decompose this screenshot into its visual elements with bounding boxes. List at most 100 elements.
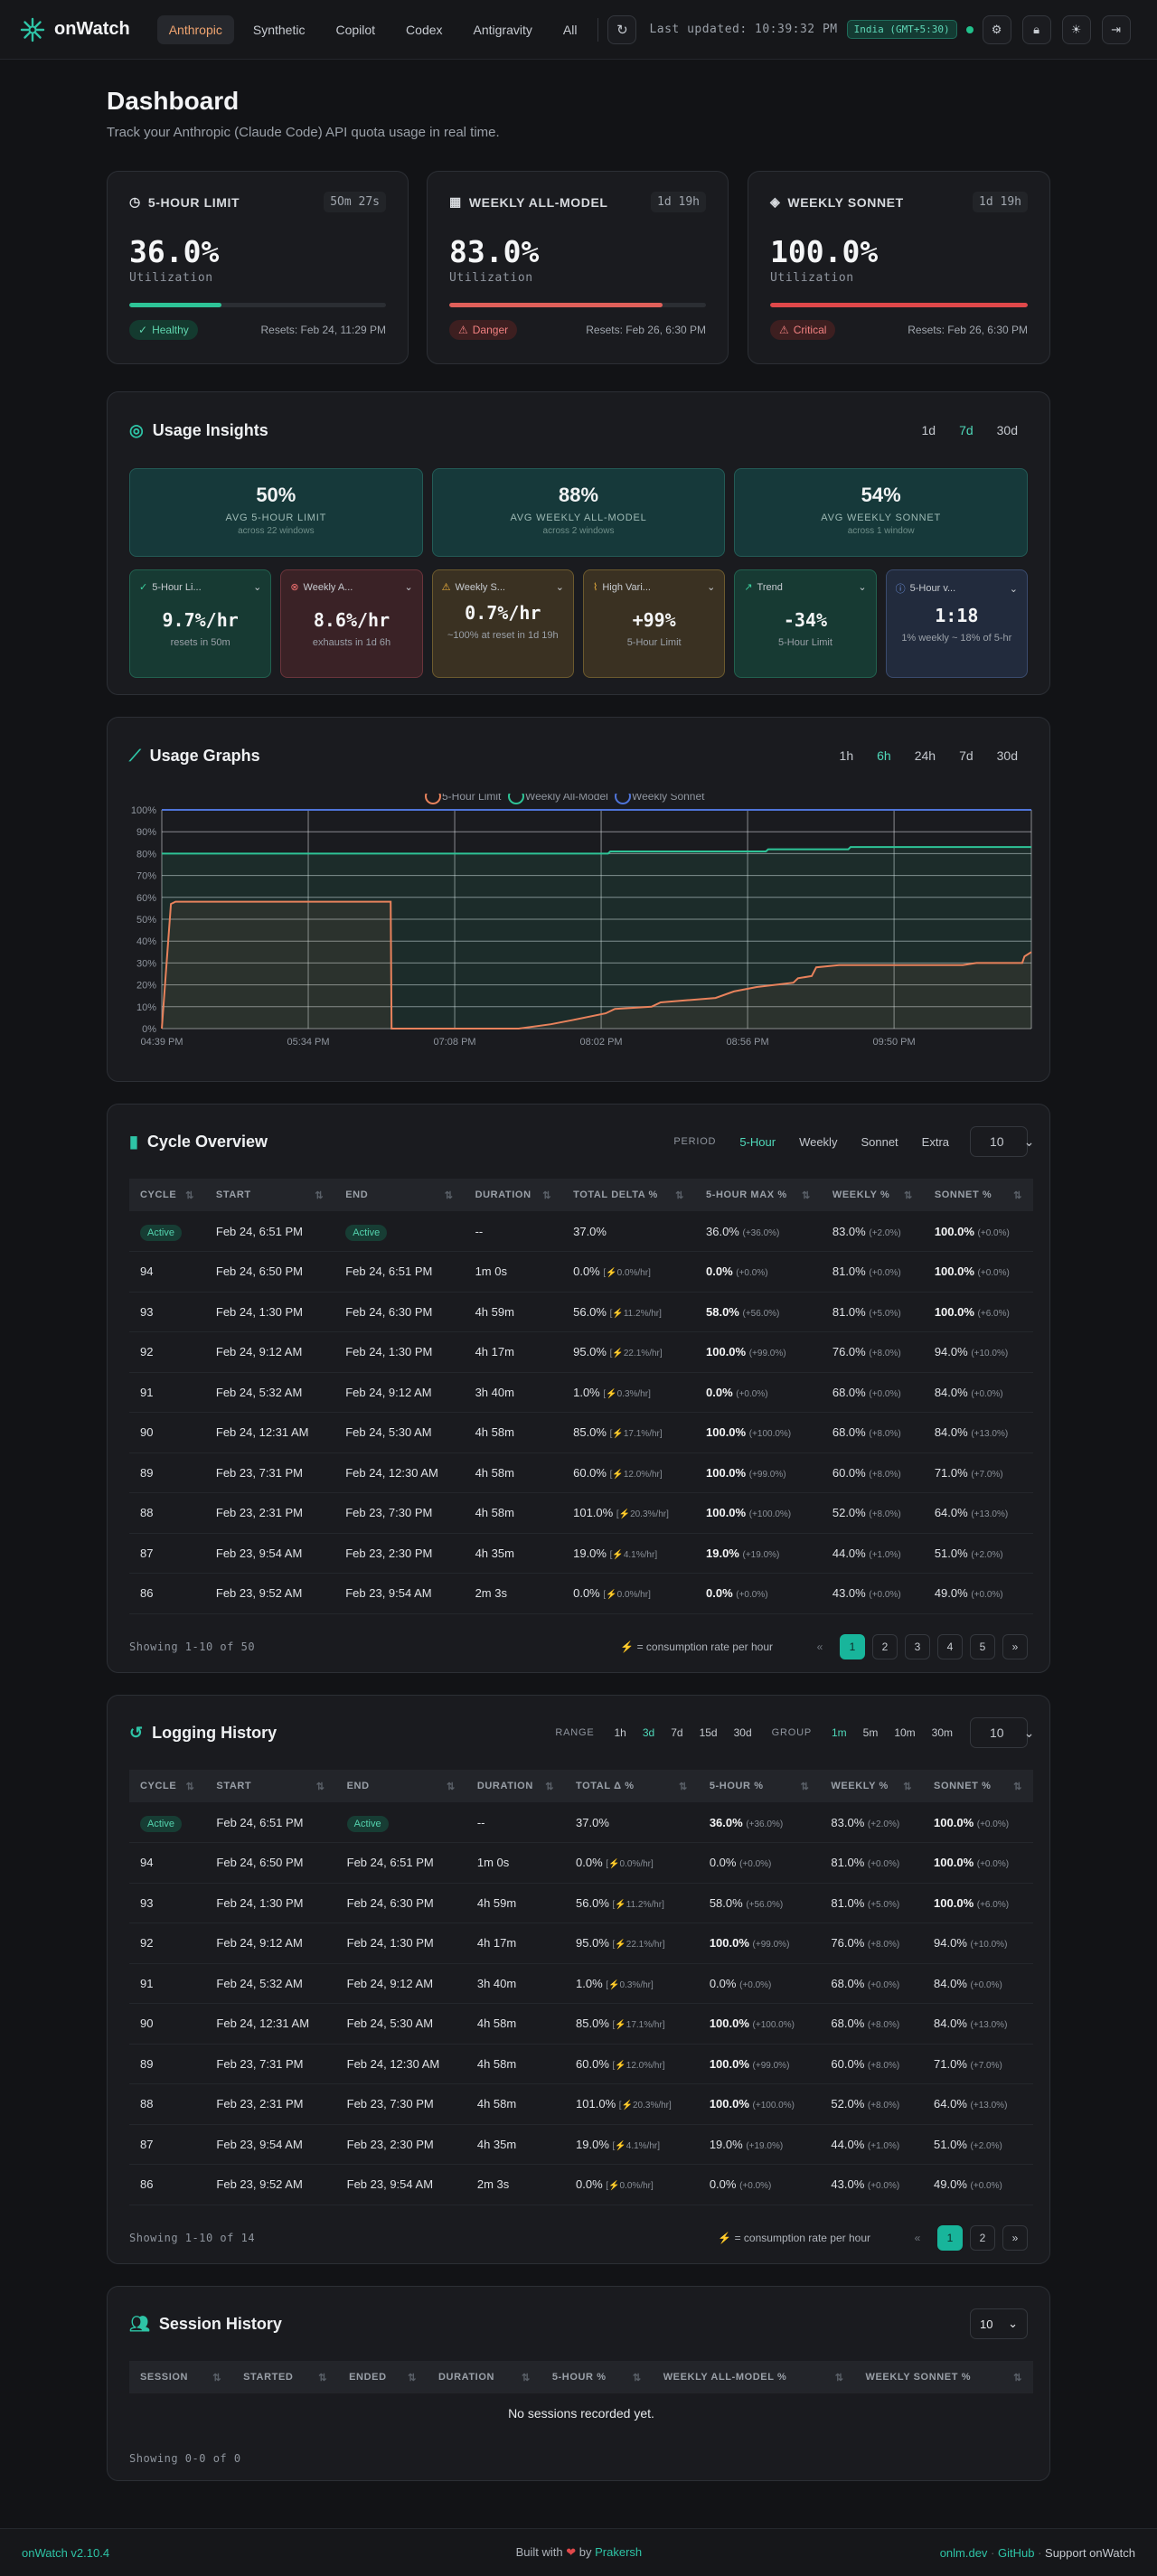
log-range-7d[interactable]: 7d xyxy=(671,1726,683,1739)
column-header[interactable]: START ⇅ xyxy=(204,1179,335,1211)
page-size-select[interactable]: 10 ⌄ xyxy=(970,1126,1034,1157)
refresh-button[interactable]: ↻ xyxy=(607,14,637,44)
column-header[interactable]: WEEKLY % ⇅ xyxy=(820,1770,924,1802)
column-header[interactable]: WEEKLY % ⇅ xyxy=(821,1179,924,1211)
column-header[interactable]: START ⇅ xyxy=(205,1770,336,1802)
log-range-1h[interactable]: 1h xyxy=(614,1726,626,1739)
prev-page-button[interactable]: « xyxy=(914,2231,921,2244)
range-7d[interactable]: 7d xyxy=(959,748,974,763)
range-1d[interactable]: 1d xyxy=(921,423,936,437)
column-header[interactable]: CYCLE ⇅ xyxy=(129,1179,205,1211)
table-row[interactable]: 88 Feb 23, 2:31 PM Feb 23, 7:30 PM 4h 58m 10… xyxy=(129,1492,1033,1534)
column-header[interactable]: END ⇅ xyxy=(334,1179,465,1211)
theme-toggle-button[interactable]: ☀ xyxy=(1061,14,1091,44)
usage-chart[interactable]: 5-Hour Limit Weekly All-Model Weekly Sonne… xyxy=(108,794,1051,1074)
log-range-30d[interactable]: 30d xyxy=(733,1726,752,1739)
footer-link-github[interactable]: GitHub xyxy=(998,2545,1035,2560)
page-1[interactable]: 1 xyxy=(937,2224,963,2251)
period-sonnet[interactable]: Sonnet xyxy=(861,1134,898,1149)
column-header[interactable]: TOTAL DELTA % ⇅ xyxy=(562,1179,695,1211)
tab-synthetic[interactable]: Synthetic xyxy=(252,22,306,37)
tab-all[interactable]: All xyxy=(562,22,578,37)
table-row[interactable]: 90 Feb 24, 12:31 AM Feb 24, 5:30 AM 4h 58m 8… xyxy=(129,2003,1033,2045)
group-1m[interactable]: 1m xyxy=(831,1726,847,1739)
table-row[interactable]: Active Feb 24, 6:51 PM Active -- 37.0% 36.0% … xyxy=(129,1211,1033,1252)
insight-card-high-variance[interactable]: ⌇ High Vari... ⌄ +99% 5-Hour Limit xyxy=(582,569,726,678)
range-30d[interactable]: 30d xyxy=(996,423,1018,437)
insight-card-5hour-rate[interactable]: ✓ 5-Hour Li... ⌄ 9.7%/hr resets in 50m xyxy=(129,569,272,678)
column-header[interactable]: DURATION ⇅ xyxy=(464,1179,563,1211)
table-row[interactable]: 90 Feb 24, 12:31 AM Feb 24, 5:30 AM 4h 58m 8… xyxy=(129,1412,1033,1453)
group-10m[interactable]: 10m xyxy=(894,1726,916,1739)
column-header[interactable]: ENDED ⇅ xyxy=(338,2361,428,2393)
table-row[interactable]: 87 Feb 23, 9:54 AM Feb 23, 2:30 PM 4h 35m 19… xyxy=(129,1533,1033,1574)
range-1h[interactable]: 1h xyxy=(839,748,854,763)
range-24h[interactable]: 24h xyxy=(914,748,936,763)
column-header[interactable]: DURATION ⇅ xyxy=(427,2361,541,2393)
period-weekly[interactable]: Weekly xyxy=(799,1134,838,1149)
footer-link-support[interactable]: Support onWatch xyxy=(1045,2545,1135,2560)
tab-antigravity[interactable]: Antigravity xyxy=(473,22,532,37)
author-link[interactable]: Prakersh xyxy=(595,2545,643,2559)
footer-link-site[interactable]: onlm.dev xyxy=(939,2545,988,2560)
lock-button[interactable]: 🔒︎ xyxy=(1021,14,1051,44)
table-row[interactable]: 86 Feb 23, 9:52 AM Feb 23, 9:54 AM 2m 3s 0.0… xyxy=(129,1573,1033,1614)
next-page-button[interactable]: » xyxy=(1002,1633,1028,1659)
logout-button[interactable]: ⇥ xyxy=(1101,14,1131,44)
column-header[interactable]: SESSION ⇅ xyxy=(129,2361,233,2393)
table-row[interactable]: 91 Feb 24, 5:32 AM Feb 24, 9:12 AM 3h 40m 1.… xyxy=(129,1963,1033,2004)
table-row[interactable]: 93 Feb 24, 1:30 PM Feb 24, 6:30 PM 4h 59m 56… xyxy=(129,1883,1033,1923)
column-header[interactable]: WEEKLY SONNET % ⇅ xyxy=(854,2361,1033,2393)
range-6h[interactable]: 6h xyxy=(877,748,891,763)
column-header[interactable]: DURATION ⇅ xyxy=(466,1770,566,1802)
group-5m[interactable]: 5m xyxy=(862,1726,879,1739)
table-row[interactable]: Active Feb 24, 6:51 PM Active -- 37.0% 36.0% … xyxy=(129,1802,1033,1843)
column-header[interactable]: 5-HOUR MAX % ⇅ xyxy=(695,1179,822,1211)
column-header[interactable]: CYCLE ⇅ xyxy=(129,1770,206,1802)
timezone-badge[interactable]: India (GMT+5:30) xyxy=(846,20,957,39)
column-header[interactable]: WEEKLY ALL-MODEL % ⇅ xyxy=(652,2361,855,2393)
table-row[interactable]: 89 Feb 23, 7:31 PM Feb 24, 12:30 AM 4h 58m 6… xyxy=(129,1453,1033,1493)
column-header[interactable]: STARTED ⇅ xyxy=(232,2361,339,2393)
table-row[interactable]: 91 Feb 24, 5:32 AM Feb 24, 9:12 AM 3h 40m 1.… xyxy=(129,1372,1033,1413)
table-row[interactable]: 94 Feb 24, 6:50 PM Feb 24, 6:51 PM 1m 0s 0.0… xyxy=(129,1842,1033,1884)
column-header[interactable]: TOTAL Δ % ⇅ xyxy=(565,1770,699,1802)
page-size-select[interactable]: 10 ⌄ xyxy=(970,1717,1034,1748)
next-page-button[interactable]: » xyxy=(1002,2224,1028,2251)
group-30m[interactable]: 30m xyxy=(931,1726,953,1739)
page-2[interactable]: 2 xyxy=(872,1633,898,1659)
table-row[interactable]: 88 Feb 23, 2:31 PM Feb 23, 7:30 PM 4h 58m 10… xyxy=(129,2083,1033,2125)
period-extra[interactable]: Extra xyxy=(921,1134,949,1149)
tab-copilot[interactable]: Copilot xyxy=(335,22,376,37)
log-range-3d[interactable]: 3d xyxy=(642,1726,655,1739)
column-header[interactable]: 5-HOUR % ⇅ xyxy=(541,2361,653,2393)
table-row[interactable]: 86 Feb 23, 9:52 AM Feb 23, 9:54 AM 2m 3s 0.0… xyxy=(129,2164,1033,2205)
column-header[interactable]: SONNET % ⇅ xyxy=(923,1770,1033,1802)
table-row[interactable]: 92 Feb 24, 9:12 AM Feb 24, 1:30 PM 4h 17m 95… xyxy=(129,1331,1033,1373)
range-7d[interactable]: 7d xyxy=(959,423,974,437)
table-row[interactable]: 94 Feb 24, 6:50 PM Feb 24, 6:51 PM 1m 0s 0.0… xyxy=(129,1251,1033,1293)
range-30d[interactable]: 30d xyxy=(996,748,1018,763)
page-1[interactable]: 1 xyxy=(840,1633,865,1659)
log-range-15d[interactable]: 15d xyxy=(699,1726,718,1739)
settings-button[interactable]: ⚙ xyxy=(982,14,1011,44)
table-row[interactable]: 93 Feb 24, 1:30 PM Feb 24, 6:30 PM 4h 59m 56… xyxy=(129,1292,1033,1332)
page-3[interactable]: 3 xyxy=(905,1633,930,1659)
page-4[interactable]: 4 xyxy=(937,1633,963,1659)
tab-anthropic[interactable]: Anthropic xyxy=(156,14,234,44)
table-row[interactable]: 87 Feb 23, 9:54 AM Feb 23, 2:30 PM 4h 35m 19… xyxy=(129,2124,1033,2165)
period-5hour[interactable]: 5-Hour xyxy=(739,1134,776,1149)
insight-card-trend[interactable]: ↗ Trend ⌄ -34% 5-Hour Limit xyxy=(734,569,877,678)
prev-page-button[interactable]: « xyxy=(816,1640,823,1653)
column-header[interactable]: SONNET % ⇅ xyxy=(923,1179,1033,1211)
app-logo[interactable]: onWatch xyxy=(20,17,130,42)
insight-card-ratio[interactable]: ⓘ 5-Hour v... ⌄ 1:18 1% weekly ~ 18% of 5-hr xyxy=(885,569,1028,678)
table-row[interactable]: 89 Feb 23, 7:31 PM Feb 24, 12:30 AM 4h 58m 6… xyxy=(129,2044,1033,2084)
page-2[interactable]: 2 xyxy=(970,2224,995,2251)
column-header[interactable]: 5-HOUR % ⇅ xyxy=(698,1770,821,1802)
page-5[interactable]: 5 xyxy=(970,1633,995,1659)
column-header[interactable]: END ⇅ xyxy=(335,1770,466,1802)
tab-codex[interactable]: Codex xyxy=(406,22,443,37)
page-size-select[interactable]: 10 ⌄ xyxy=(970,2308,1028,2339)
table-row[interactable]: 92 Feb 24, 9:12 AM Feb 24, 1:30 PM 4h 17m 95… xyxy=(129,1923,1033,1964)
